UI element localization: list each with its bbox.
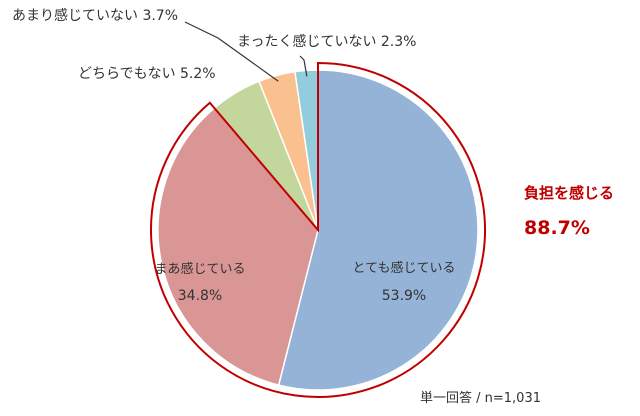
pie-slices bbox=[157, 69, 479, 391]
slice-label-very-much: とても感じている bbox=[353, 260, 456, 276]
burden-highlight-outline bbox=[150, 61, 486, 398]
slice-label-somewhat: まあ感じている bbox=[154, 261, 245, 277]
burden-callout-label: 負担を感じる bbox=[524, 184, 614, 202]
slice-label-not-at-all: まったく感じていない 2.3% bbox=[237, 33, 416, 50]
slice-very-much bbox=[277, 69, 479, 391]
slice-value-very-much: 53.9% bbox=[382, 288, 426, 304]
leader-line-not-much bbox=[184, 21, 279, 82]
burden-callout-value: 88.7% bbox=[524, 217, 590, 239]
leader-line-not-at-all bbox=[299, 55, 308, 77]
leader-lines bbox=[184, 21, 308, 82]
slice-somewhat bbox=[157, 107, 319, 387]
slice-value-somewhat: 34.8% bbox=[178, 288, 222, 304]
slice-label-not-much: あまり感じていない 3.7% bbox=[12, 7, 178, 24]
sample-note: 単一回答 / n=1,031 bbox=[420, 390, 541, 406]
slice-label-neither: どちらでもない 5.2% bbox=[78, 66, 216, 82]
